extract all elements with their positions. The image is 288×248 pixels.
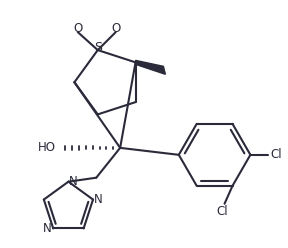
Text: O: O [111, 22, 120, 35]
Polygon shape [136, 60, 165, 74]
Text: Cl: Cl [217, 205, 228, 218]
Text: S: S [94, 41, 102, 54]
Text: O: O [73, 22, 82, 35]
Text: HO: HO [37, 141, 56, 154]
Text: N: N [43, 222, 52, 235]
Text: N: N [94, 193, 102, 206]
Text: Cl: Cl [270, 148, 282, 161]
Text: N: N [69, 175, 78, 188]
